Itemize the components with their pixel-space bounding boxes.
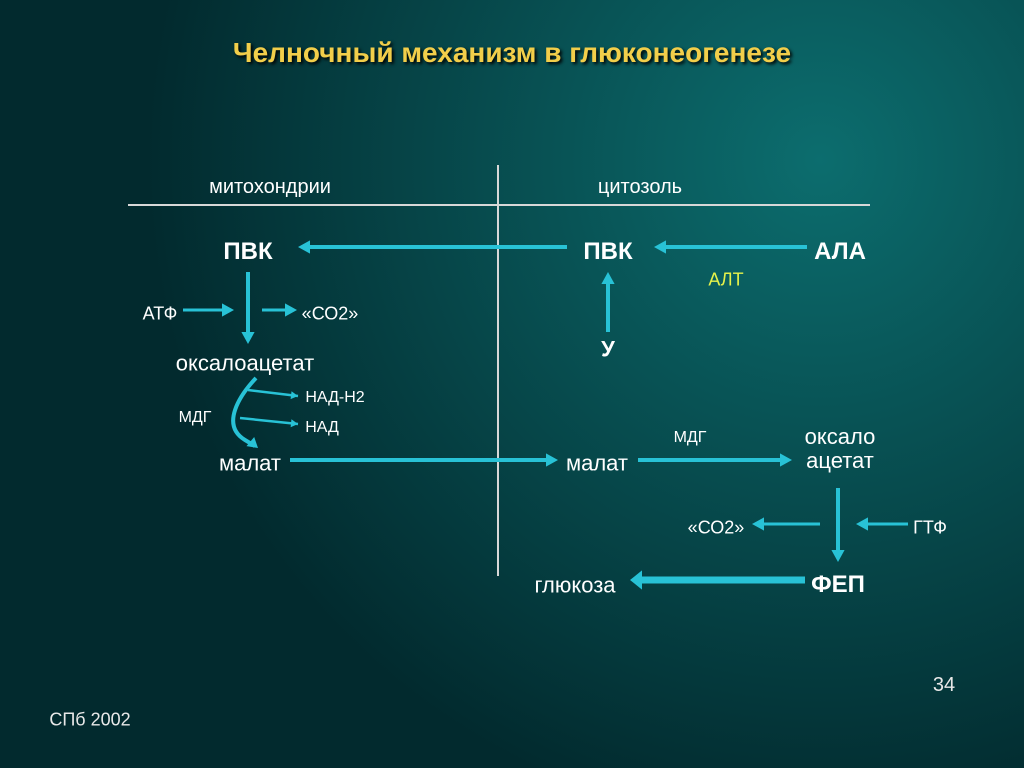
label-nad: НАД bbox=[305, 419, 339, 437]
arrow-fep-to-glucose bbox=[630, 570, 805, 589]
label-alt: АЛТ bbox=[708, 269, 743, 290]
label-gtf: ГТФ bbox=[913, 517, 947, 538]
label-pvk_left: ПВК bbox=[223, 238, 272, 266]
slide-title: Челночный механизм в глюконеогенезе bbox=[233, 37, 791, 69]
label-y_letter: У bbox=[601, 336, 615, 362]
arrow-pvk-to-oxa-left bbox=[241, 272, 254, 344]
label-oxa_right: оксало ацетат bbox=[805, 425, 876, 473]
label-malat_left: малат bbox=[219, 450, 281, 476]
label-oxa_left: оксалоацетат bbox=[176, 350, 314, 376]
diagram-svg bbox=[0, 0, 1024, 768]
label-ala: АЛА bbox=[814, 238, 866, 266]
arrow-ala-to-pvk bbox=[654, 240, 807, 253]
arrow-malat-left-to-right bbox=[290, 453, 558, 466]
label-glucose: глюкоза bbox=[534, 572, 615, 598]
arrow-oxa-right-to-fep bbox=[831, 488, 844, 562]
arrow-co2-from-mid bbox=[262, 303, 297, 316]
slide-number: 34 bbox=[933, 674, 955, 697]
slide-stage: Челночный механизм в глюконеогенезе СПб 2… bbox=[0, 0, 1024, 768]
arrow-y-to-pvk bbox=[601, 272, 614, 332]
arrow-pvk-right-to-left bbox=[298, 240, 567, 253]
arrow-gtf-in bbox=[856, 517, 908, 530]
label-co2_left: «СО2» bbox=[302, 303, 359, 324]
label-co2_right: «СО2» bbox=[688, 517, 745, 538]
label-fep: ФЕП bbox=[811, 571, 865, 599]
label-pvk_right: ПВК bbox=[583, 238, 632, 266]
arrow-oxa-to-malat-curve bbox=[233, 378, 298, 448]
label-mdg_left: МДГ bbox=[179, 409, 212, 427]
label-atf: АТФ bbox=[143, 303, 178, 324]
label-malat_right: малат bbox=[566, 450, 628, 476]
label-cytosol: цитозоль bbox=[598, 176, 682, 199]
arrow-co2-right-out bbox=[752, 517, 820, 530]
label-mitochondria: митохондрии bbox=[209, 176, 331, 199]
arrow-malat-to-oxa-right bbox=[638, 453, 792, 466]
label-mdg_right: МДГ bbox=[674, 429, 707, 447]
arrow-atf-to-mid bbox=[183, 303, 234, 316]
footer-left: СПб 2002 bbox=[49, 709, 130, 730]
label-nadh2: НАД-Н2 bbox=[305, 389, 364, 407]
